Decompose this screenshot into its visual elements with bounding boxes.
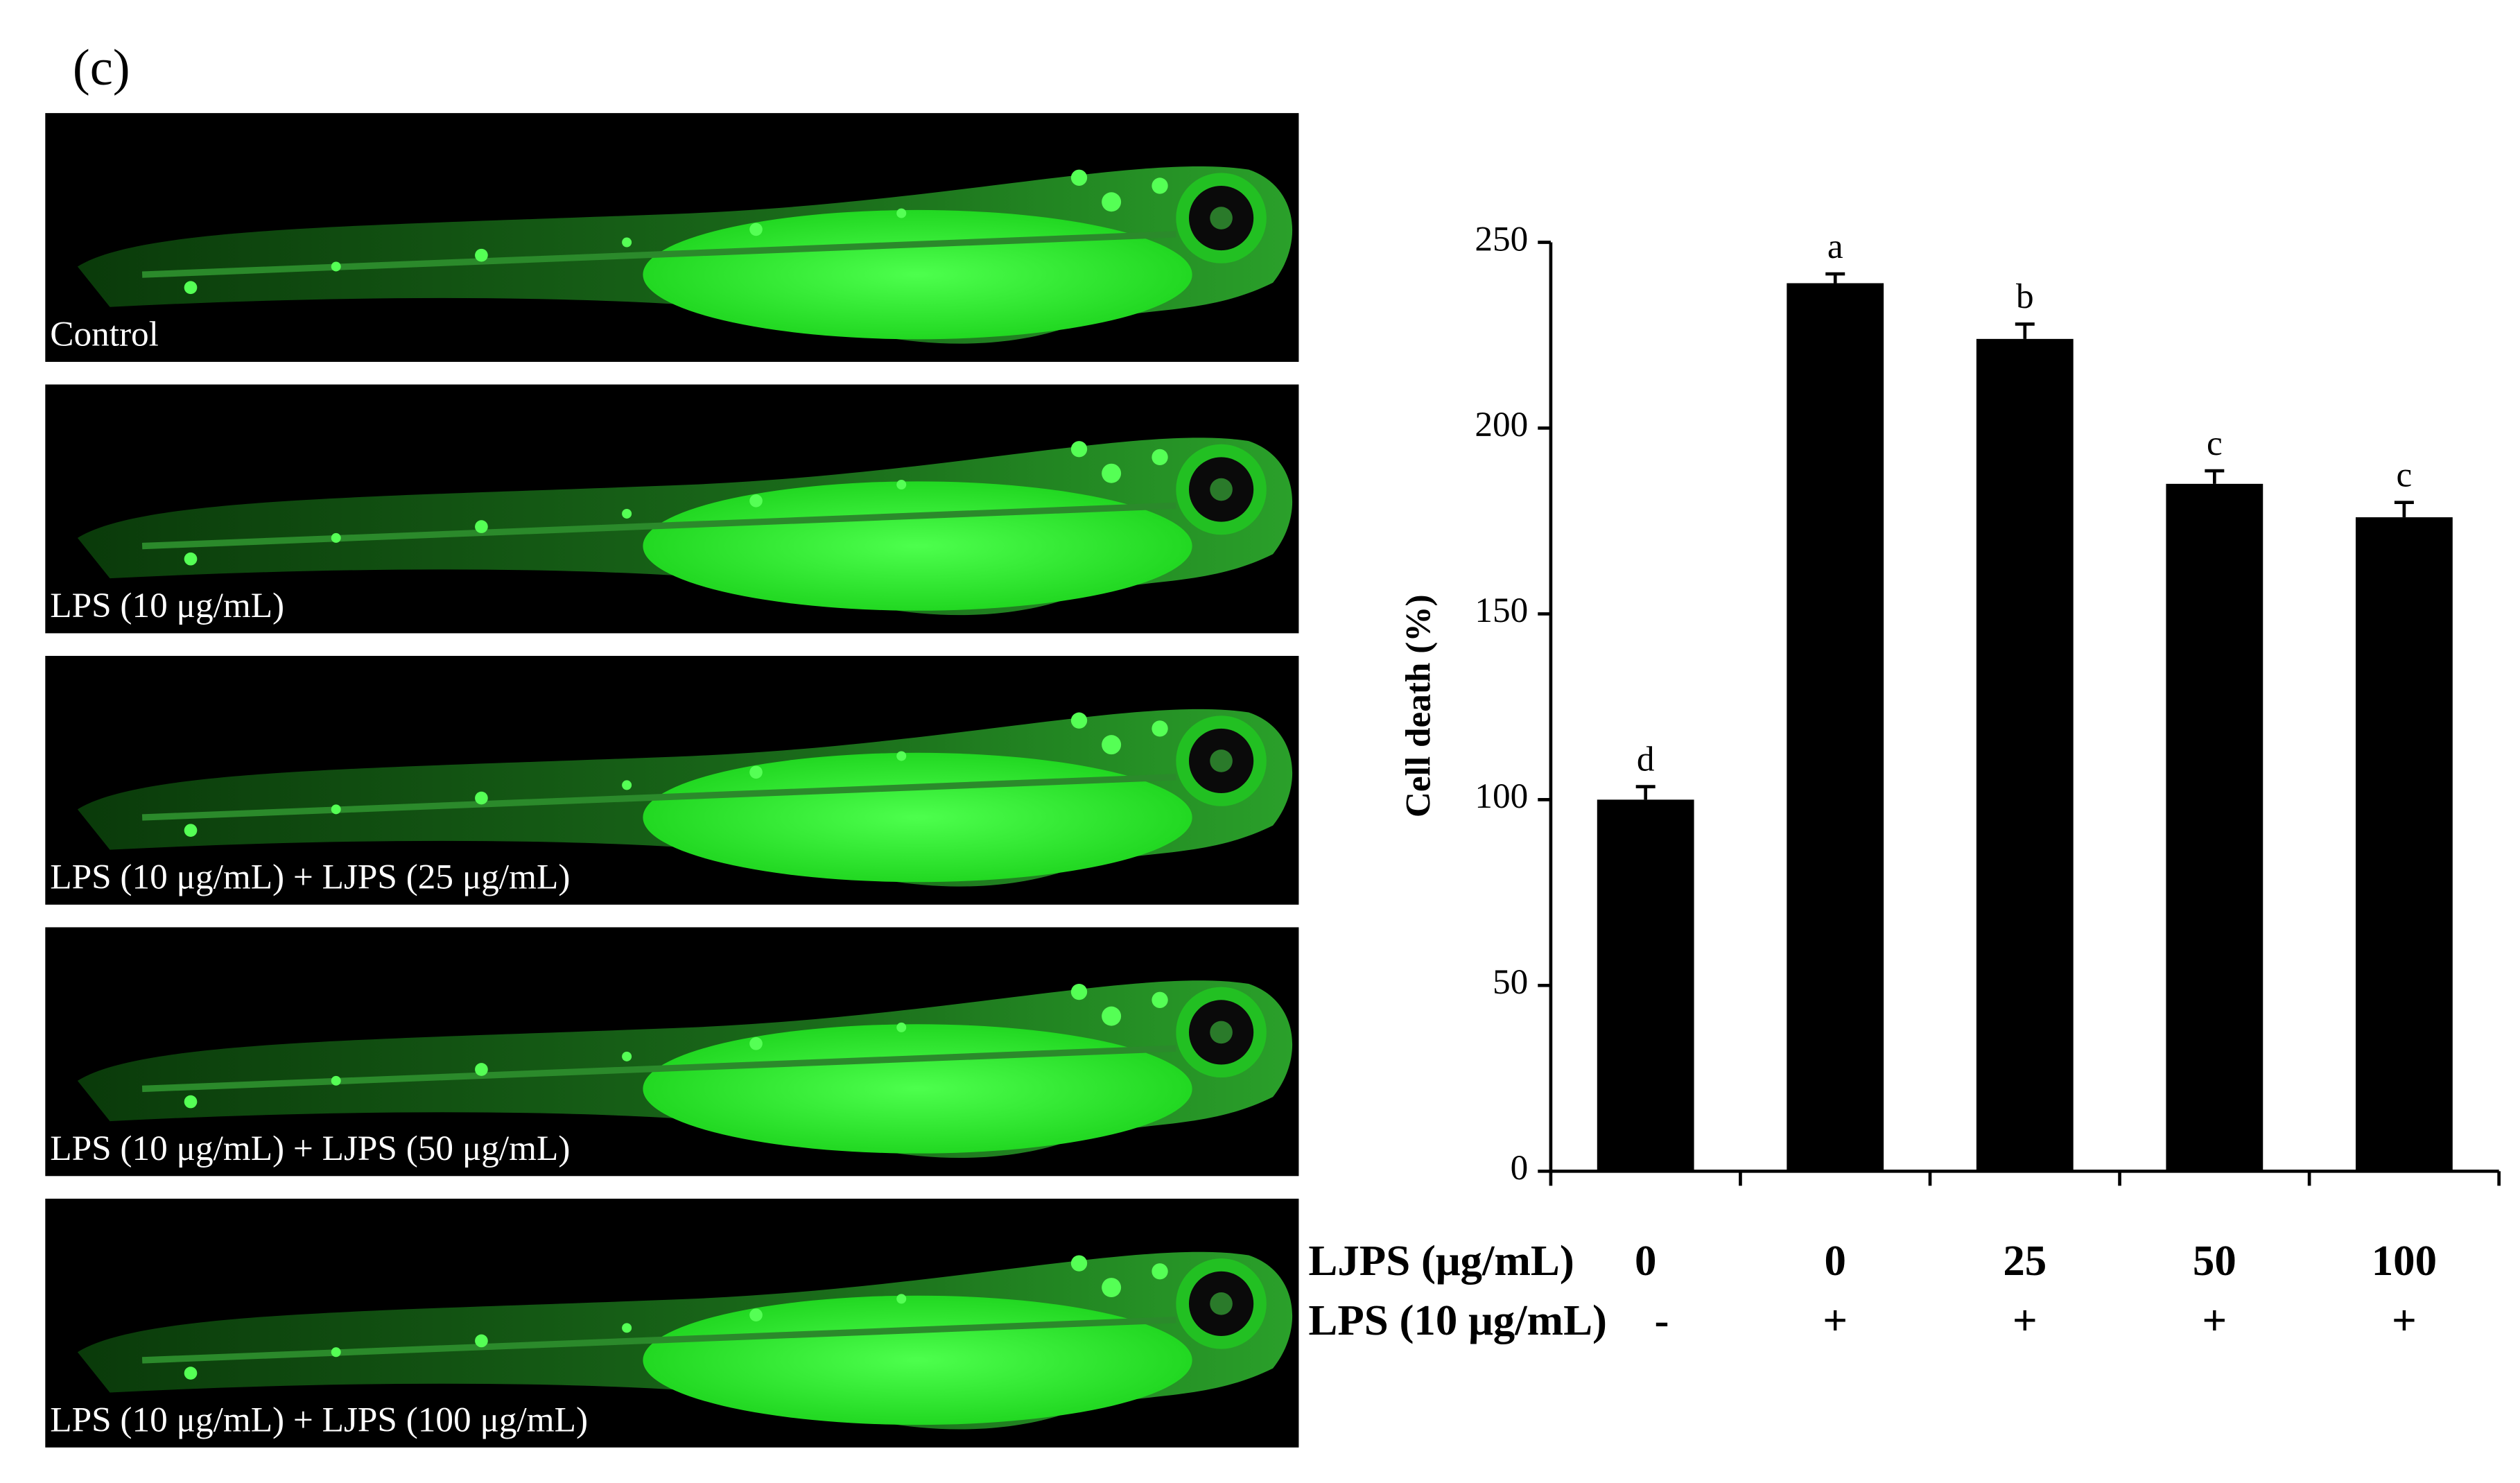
image-caption: LPS (10 μg/mL) + LJPS (100 μg/mL) [50, 1400, 588, 1440]
y-tick-label: 150 [1475, 591, 1528, 630]
image-panel: LPS (10 μg/mL) + LJPS (100 μg/mL) [45, 1198, 1299, 1448]
significance-letter: c [2397, 455, 2413, 494]
bar [1976, 338, 2074, 1172]
error-bar [2015, 322, 2035, 339]
row-label: LJPS (μg/mL) [1308, 1236, 1574, 1285]
image-caption: Control [50, 315, 159, 354]
y-tick-label: 0 [1511, 1148, 1529, 1188]
chart: Cell death (%) LJPS (μg/mL) LPS (10 μg/m… [1308, 219, 2501, 1344]
image-caption: LPS (10 μg/mL) [50, 586, 284, 625]
y-axis-label: Cell death (%) [1398, 594, 1438, 817]
bar [2166, 483, 2263, 1172]
x-tick-label: 0 [1635, 1236, 1656, 1285]
significance-letter: c [2207, 424, 2223, 463]
x-tick-label: 50 [2193, 1236, 2236, 1285]
lps-label: + [2013, 1296, 2037, 1344]
x-tick-label: 0 [1825, 1236, 1846, 1285]
lps-label: - [1655, 1296, 1669, 1344]
error-bar [2394, 501, 2414, 518]
y-tick-label: 100 [1475, 777, 1528, 816]
lps-label: + [2392, 1296, 2417, 1344]
panel-label: (c) [73, 40, 130, 96]
lps-label: + [2202, 1296, 2227, 1344]
x-tick-label: 25 [2003, 1236, 2047, 1285]
error-bar [1825, 272, 1845, 284]
image-caption: LPS (10 μg/mL) + LJPS (50 μg/mL) [50, 1129, 570, 1168]
lps-label: + [1823, 1296, 1848, 1344]
row-label: LPS (10 μg/mL) [1308, 1296, 1607, 1344]
bar [1597, 799, 1694, 1172]
significance-letter: b [2016, 277, 2034, 316]
significance-letter: a [1827, 227, 1843, 266]
bar [2355, 517, 2453, 1172]
bar [1787, 283, 1884, 1172]
image-panel: LPS (10 μg/mL) + LJPS (25 μg/mL) [45, 656, 1299, 905]
fish-panels: Control LPS (10 μg/mL) LPS (10 μg/mL) + LJ… [45, 113, 1299, 1448]
y-tick-label: 50 [1493, 962, 1528, 1002]
error-bar [2205, 469, 2225, 484]
image-panel: LPS (10 μg/mL) [45, 384, 1299, 634]
image-panel: LPS (10 μg/mL) + LJPS (50 μg/mL) [45, 927, 1299, 1177]
image-panel: Control [45, 113, 1299, 362]
y-tick-label: 200 [1475, 405, 1528, 444]
significance-letter: d [1637, 739, 1655, 779]
x-tick-label: 100 [2372, 1236, 2437, 1285]
error-bar [1635, 785, 1656, 800]
image-caption: LPS (10 μg/mL) + LJPS (25 μg/mL) [50, 858, 570, 897]
y-tick-label: 250 [1475, 219, 1528, 259]
